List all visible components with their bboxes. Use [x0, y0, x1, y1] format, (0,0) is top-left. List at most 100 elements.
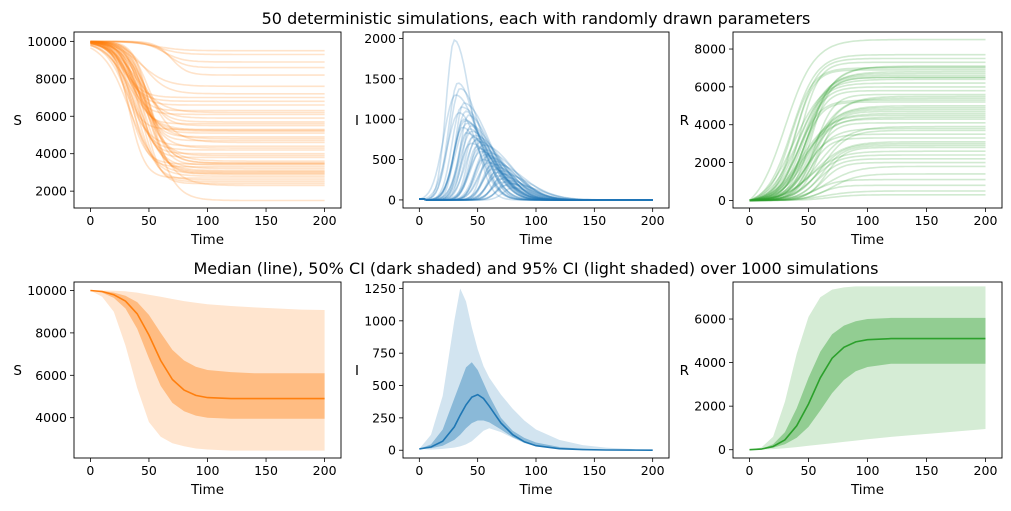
y-tick-label: 2000	[35, 184, 67, 199]
x-tick-label: 200	[313, 463, 337, 478]
trajectory-line	[749, 141, 986, 202]
y-tick-label: 8000	[35, 71, 67, 86]
trajectory-line	[90, 40, 325, 164]
axes-frame	[732, 281, 1003, 459]
trajectory-line	[749, 61, 986, 202]
x-tick-label: 50	[141, 463, 157, 478]
axes-frame	[402, 281, 670, 459]
y-tick-label: 10000	[27, 34, 67, 49]
bottom-infected-chart: 0 50 100 150 200 0 250 500 750 1000 1250 Time I	[355, 281, 670, 498]
y-tick-label: 6000	[694, 79, 726, 94]
trajectory-line	[419, 132, 653, 201]
trajectory-line	[419, 134, 653, 201]
trajectory-line	[749, 194, 986, 202]
trajectory-line	[90, 41, 325, 106]
x-axis-label: Time	[850, 232, 884, 248]
trajectory-line	[749, 122, 986, 202]
ci95-band	[90, 290, 325, 451]
trajectory-line	[419, 87, 653, 201]
x-tick-label: 100	[856, 213, 880, 228]
trajectory-line	[419, 110, 653, 201]
top-susceptible-chart: 0 50 100 150 200 2000 4000 6000 8000 10000 Time S	[13, 31, 342, 248]
y-tick-label: 500	[372, 378, 396, 393]
trajectory-line	[749, 93, 986, 202]
trajectory-line	[90, 40, 325, 175]
y-tick-label: 500	[372, 152, 396, 167]
y-tick-label: 6000	[35, 368, 67, 383]
x-tick-label: 150	[915, 213, 939, 228]
x-tick-label: 150	[582, 213, 606, 228]
trajectory-line	[749, 53, 986, 202]
trajectory-line	[419, 186, 653, 201]
trajectory-line	[419, 153, 653, 201]
y-axis-label: I	[355, 363, 359, 379]
x-tick-label: 100	[196, 463, 220, 478]
trajectory-line	[90, 41, 325, 116]
trajectory-line	[90, 47, 325, 176]
trajectory-line	[90, 41, 325, 119]
trajectory-line	[419, 163, 653, 201]
trajectory-line	[90, 42, 325, 99]
x-tick-label: 0	[415, 213, 423, 228]
trajectory-line	[749, 173, 986, 202]
y-tick-label: 1000	[364, 313, 396, 328]
trajectory-line	[90, 40, 325, 52]
x-axis-label: Time	[518, 232, 552, 248]
trajectory-line	[749, 67, 986, 202]
trajectory-line	[419, 136, 653, 201]
trajectory-line	[419, 181, 653, 201]
trajectory-line	[419, 124, 653, 201]
trajectory-line	[749, 70, 986, 202]
trajectory-line	[419, 149, 653, 201]
trajectory-line	[90, 41, 325, 95]
y-tick-label: 2000	[364, 31, 396, 46]
x-axis-label: Time	[850, 482, 884, 498]
y-tick-label: 1500	[364, 71, 396, 86]
trajectory-line	[419, 173, 653, 201]
trajectory-line	[749, 105, 986, 202]
x-tick-label: 0	[86, 213, 94, 228]
trajectory-line	[90, 40, 325, 138]
ci95-band	[749, 286, 986, 450]
trajectory-line	[419, 126, 653, 201]
y-tick-label: 4000	[35, 146, 67, 161]
trajectory-line	[749, 106, 986, 202]
y-axis-label: S	[13, 363, 22, 379]
trajectory-line	[90, 42, 325, 172]
trajectory-line	[90, 40, 325, 185]
trajectory-line	[419, 114, 653, 201]
axes-frame	[402, 31, 670, 209]
trajectory-line	[90, 44, 325, 147]
top-row-title: 50 deterministic simulations, each with …	[262, 9, 811, 28]
ci50-band	[90, 290, 325, 419]
x-tick-label: 200	[313, 213, 337, 228]
trajectory-line	[419, 128, 653, 201]
axes-frame	[73, 31, 342, 209]
trajectory-line	[749, 108, 986, 202]
trajectory-line	[419, 158, 653, 201]
trajectory-line	[749, 154, 986, 202]
trajectory-line	[90, 40, 325, 159]
median-line	[90, 289, 325, 400]
x-tick-label: 200	[974, 213, 998, 228]
trajectory-line	[749, 89, 986, 202]
trajectory-line	[90, 42, 325, 103]
trajectory-line	[749, 99, 986, 202]
x-tick-label: 0	[746, 463, 754, 478]
trajectory-line	[90, 40, 325, 125]
trajectory-line	[90, 42, 325, 151]
trajectory-lines	[419, 38, 653, 201]
median-line	[419, 393, 653, 451]
y-tick-label: 0	[718, 193, 726, 208]
trajectory-line	[419, 144, 653, 201]
ci50-band	[419, 362, 653, 451]
y-tick-label: 0	[718, 442, 726, 457]
trajectory-line	[419, 106, 653, 201]
trajectory-line	[419, 165, 653, 201]
trajectory-line	[90, 41, 325, 168]
trajectory-line	[90, 42, 325, 162]
ci50-band	[749, 317, 986, 450]
trajectory-line	[749, 127, 986, 202]
y-tick-label: 4000	[694, 117, 726, 132]
